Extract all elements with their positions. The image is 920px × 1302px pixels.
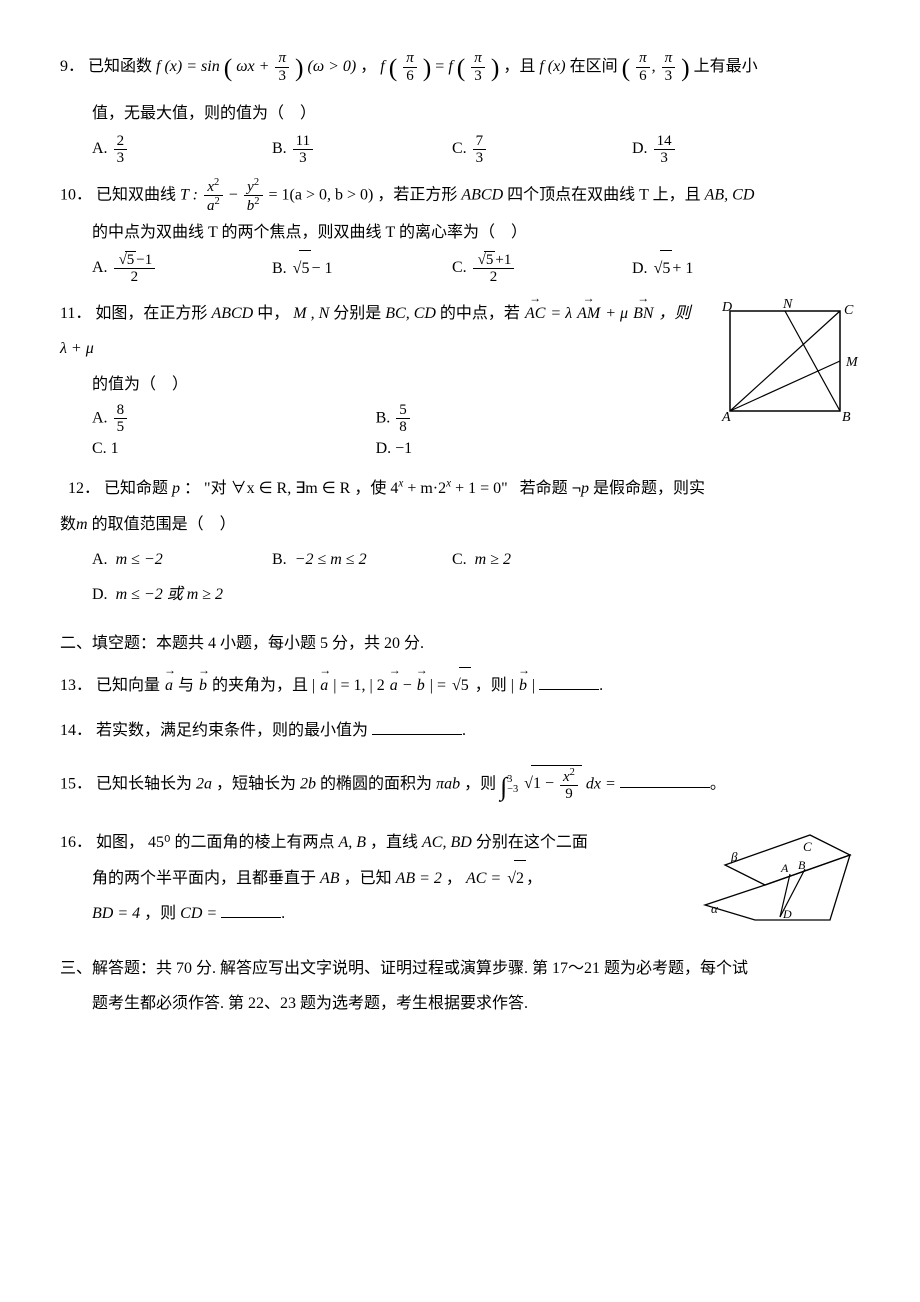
blank-input: [539, 673, 599, 690]
q11-opt-c: C. 1: [92, 436, 366, 462]
q9-opt-b: B. 113: [272, 131, 392, 166]
dihedral-diagram-icon: β C A B α D: [695, 825, 860, 935]
q12-line2: 数m 的取值范围是（ ）: [60, 507, 860, 542]
svg-text:β: β: [730, 849, 738, 864]
q11-opt-b: B. 58: [376, 402, 650, 436]
question-12: 12． 已知命题 p ： "对 ∀x ∈ R, ∃m ∈ R ，使 4x + m…: [60, 471, 860, 612]
svg-text:B: B: [798, 858, 806, 872]
q9-opt-c: C. 73: [452, 131, 572, 166]
blank-input: [620, 771, 710, 788]
q12-opt-d: D. m ≤ −2 或 m ≥ 2: [92, 577, 262, 612]
q11-figure: D N C M A B: [710, 296, 860, 426]
q9-num: 9．: [60, 58, 84, 75]
question-15: 15． 已知长轴长为 2a ，短轴长为 2b 的椭圆的面积为 πab ，则 ∫3…: [60, 759, 860, 815]
svg-text:B: B: [842, 410, 851, 425]
q16-figure: β C A B α D: [695, 825, 860, 935]
svg-text:M: M: [845, 355, 859, 370]
section-3-line2: 题考生都必须作答. 第 22、23 题为选考题，考生根据要求作答.: [60, 986, 860, 1021]
question-16: β C A B α D 16． 如图， 45⁰ 的二面角的棱上有两点 A, B …: [60, 825, 860, 941]
q10-line1: 10． 已知双曲线 T : x2 a2 − y2 b2 = 1(a > 0, b…: [60, 177, 860, 215]
svg-text:α: α: [711, 901, 719, 916]
q10-options: A. 5−1 2 B. 5− 1 C. 5+1 2 D. 5+ 1: [60, 250, 860, 286]
q11-opt-d: D. −1: [376, 436, 650, 462]
q12-options: A. m ≤ −2 B. −2 ≤ m ≤ 2 C. m ≥ 2 D. m ≤ …: [60, 542, 860, 612]
question-14: 14． 若实数，满足约束条件，则的最小值为 .: [60, 713, 860, 748]
q9-opt-d: D. 143: [632, 131, 752, 166]
q9-opt-a: A. 23: [92, 131, 212, 166]
q12-opt-b: B. −2 ≤ m ≤ 2: [272, 542, 392, 577]
svg-text:C: C: [803, 839, 812, 854]
q11-options: A. 85 B. 58 C. 1 D. −1: [60, 402, 700, 462]
q10-opt-c: C. 5+1 2: [452, 250, 572, 286]
svg-text:D: D: [721, 300, 732, 315]
svg-text:N: N: [782, 297, 793, 312]
svg-text:A: A: [721, 410, 731, 425]
question-9: 9． 已知函数 f (x) = sin ( ωx + π 3 ) (ω > 0)…: [60, 40, 860, 167]
section-3-line1: 三、解答题：共 70 分. 解答应写出文字说明、证明过程或演算步骤. 第 17～…: [60, 951, 860, 986]
svg-text:C: C: [844, 303, 854, 318]
q11-opt-a: A. 85: [92, 402, 366, 436]
q10-opt-d: D. 5+ 1: [632, 250, 752, 286]
svg-text:A: A: [780, 861, 789, 875]
blank-input: [372, 718, 462, 735]
integral-icon: ∫: [500, 772, 507, 801]
q12-opt-a: A. m ≤ −2: [92, 542, 212, 577]
blank-input: [221, 901, 281, 918]
question-10: 10． 已知双曲线 T : x2 a2 − y2 b2 = 1(a > 0, b…: [60, 177, 860, 286]
section-2-title: 二、填空题：本题共 4 小题，每小题 5 分，共 20 分.: [60, 626, 860, 661]
q10-line2: 的中点为双曲线 T 的两个焦点，则双曲线 T 的离心率为（ ）: [60, 215, 860, 250]
svg-text:D: D: [782, 907, 792, 921]
q12-opt-c: C. m ≥ 2: [452, 542, 572, 577]
q10-opt-b: B. 5− 1: [272, 250, 392, 286]
q12-line1: 12． 已知命题 p ： "对 ∀x ∈ R, ∃m ∈ R ，使 4x + m…: [60, 471, 860, 506]
q9-options: A. 23 B. 113 C. 73 D. 143: [60, 131, 860, 166]
q10-opt-a: A. 5−1 2: [92, 250, 212, 286]
q9-line2: 值，无最大值，则的值为（ ）: [60, 96, 860, 131]
question-11: D N C M A B 11． 如图，在正方形 ABCD 中， M , N 分别…: [60, 296, 860, 461]
q9-line1: 9． 已知函数 f (x) = sin ( ωx + π 3 ) (ω > 0)…: [60, 40, 860, 96]
square-diagram-icon: D N C M A B: [710, 296, 860, 426]
question-13: 13． 已知向量 a 与 b 的夹角为，且 | a | = 1, | 2 a −…: [60, 667, 860, 703]
